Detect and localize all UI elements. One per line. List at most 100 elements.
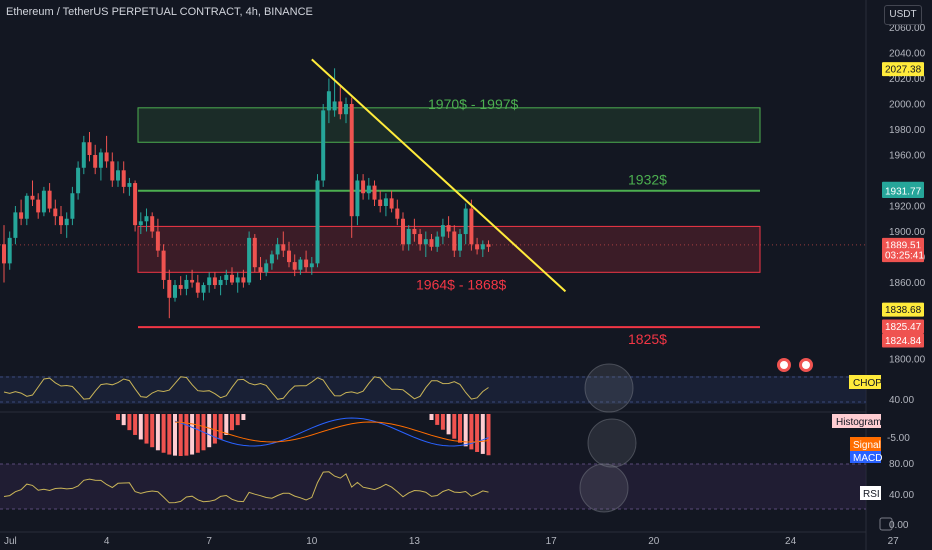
candle-body <box>258 267 263 273</box>
candle-body <box>127 183 132 187</box>
candle-body <box>70 193 75 219</box>
x-tick-label: 4 <box>104 536 110 547</box>
histogram-bar <box>167 414 172 455</box>
candle-body <box>264 263 269 273</box>
candle-body <box>195 282 200 293</box>
candle-body <box>440 225 445 237</box>
candle-body <box>167 279 172 298</box>
chop-value: 40.00 <box>889 395 914 406</box>
candle-body <box>452 231 457 251</box>
candle-body <box>344 104 348 115</box>
candle-body <box>349 104 354 217</box>
candle-body <box>155 231 160 251</box>
histogram-bar <box>429 414 434 420</box>
candle-body <box>93 155 98 168</box>
histogram-bar <box>435 414 440 425</box>
candle-body <box>212 277 217 286</box>
histogram-bar <box>458 414 462 443</box>
histogram-bar <box>195 414 200 453</box>
x-tick-label: 13 <box>409 536 421 547</box>
signal-label-bg <box>850 437 881 451</box>
y-tick-label: 1920.00 <box>889 202 926 213</box>
candle-body <box>224 274 229 280</box>
candle-body <box>304 259 309 268</box>
candle-body <box>315 180 320 264</box>
y-tick-label: 1860.00 <box>889 278 926 289</box>
x-tick-label: Jul <box>4 536 17 547</box>
candle-body <box>412 228 417 235</box>
histogram-label-bg <box>832 414 881 428</box>
histogram-label: Histogram <box>836 417 882 428</box>
histogram-bar <box>469 414 474 450</box>
x-tick-label: 20 <box>648 536 660 547</box>
candle-body <box>53 208 58 217</box>
support-line-label: 1825$ <box>628 331 667 347</box>
highlight-circle <box>587 418 637 468</box>
candle-body <box>178 285 183 289</box>
rsi-pane-bg <box>0 464 866 509</box>
candle-body <box>429 239 434 247</box>
candle-body <box>36 199 41 213</box>
candle-body <box>184 279 189 289</box>
candle-body <box>252 237 257 268</box>
x-tick-label: 17 <box>546 536 558 547</box>
candle-body <box>355 180 360 217</box>
candle-body <box>469 208 474 245</box>
histogram-bar <box>121 414 126 426</box>
signal-label: Signal <box>853 440 881 451</box>
candle-body <box>435 236 440 247</box>
y-tick-label: 2040.00 <box>889 49 926 60</box>
price-tag-label: 1824.84 <box>885 336 922 347</box>
price-tag-bg <box>882 319 924 334</box>
event-flag-icon-inner <box>780 361 788 369</box>
price-tag-bg <box>882 183 924 198</box>
histogram-bar <box>212 414 217 444</box>
histogram-bar <box>155 414 160 451</box>
candle-body <box>41 190 46 213</box>
y-tick-label: 2000.00 <box>889 100 926 111</box>
macd-label: MACD <box>853 453 882 464</box>
currency-button[interactable]: USDT <box>884 5 922 25</box>
candle-body <box>98 152 103 168</box>
candle-body <box>446 225 451 232</box>
candle-body <box>241 277 246 283</box>
price-tag-bg <box>882 62 924 77</box>
candle-body <box>87 142 92 155</box>
histogram-bar <box>150 414 155 448</box>
event-flag-icon-inner <box>802 361 810 369</box>
chop-label: CHOP <box>853 378 882 389</box>
x-tick-label: 7 <box>206 536 212 547</box>
candle-body <box>76 167 81 194</box>
candle-body <box>401 218 405 245</box>
macd-line <box>174 417 489 447</box>
candle-body <box>332 101 337 111</box>
y-tick-label: 1900.00 <box>889 227 926 238</box>
candle-body <box>161 250 166 280</box>
histogram-bar <box>224 414 229 435</box>
candle-body <box>2 244 6 264</box>
candle-body <box>298 259 303 270</box>
rsi-value: 40.00 <box>889 490 914 501</box>
candle-body <box>7 237 12 264</box>
candle-body <box>378 199 383 206</box>
candle-body <box>292 262 297 270</box>
candle-body <box>395 208 400 219</box>
candle-body <box>361 180 366 194</box>
resistance-line-label: 1932$ <box>628 172 667 188</box>
candle-body <box>110 161 115 181</box>
candle-body <box>133 183 138 226</box>
histogram-bar <box>161 414 166 453</box>
settings-icon <box>879 517 893 531</box>
candle-body <box>30 195 35 200</box>
histogram-bar <box>235 414 240 426</box>
histogram-bar <box>218 414 223 440</box>
histogram-bar <box>178 414 183 456</box>
candle-body <box>321 110 326 181</box>
histogram-bar <box>486 414 491 456</box>
candle-body <box>201 285 206 293</box>
candle-body <box>281 244 286 251</box>
histogram-bar <box>446 414 451 435</box>
x-tick-label: 24 <box>785 536 797 547</box>
rsi-label: RSI <box>863 489 880 500</box>
